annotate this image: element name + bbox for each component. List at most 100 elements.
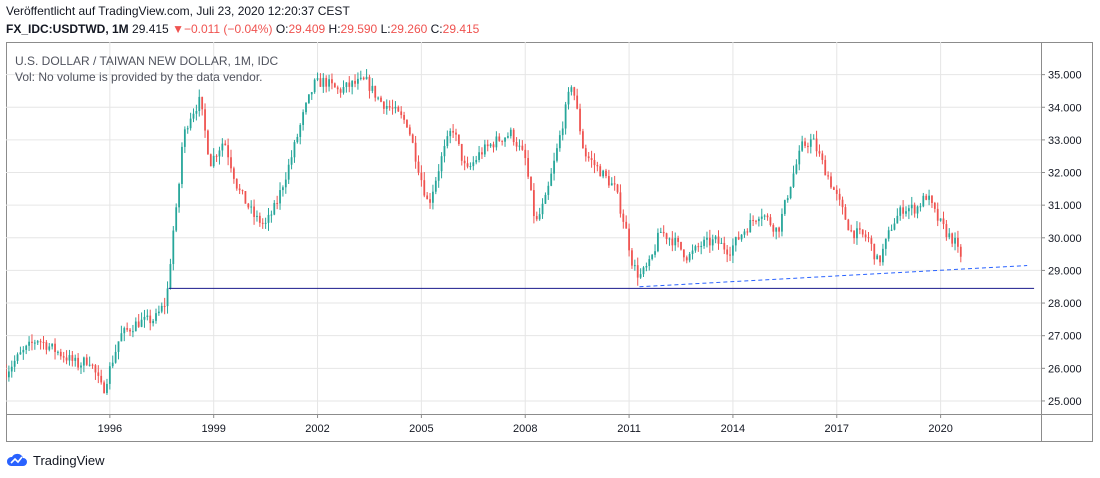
candle[interactable] [746,228,749,236]
candle[interactable] [149,309,152,331]
candle[interactable] [339,87,342,98]
candle[interactable] [380,95,382,103]
candle[interactable] [54,338,56,360]
candle[interactable] [602,169,605,179]
candle[interactable] [905,206,907,217]
candle[interactable] [466,156,469,169]
candle[interactable] [844,204,847,220]
candle[interactable] [302,109,305,131]
candle[interactable] [734,236,737,252]
candle[interactable] [371,78,374,94]
candle[interactable] [824,155,827,176]
candle[interactable] [625,215,628,229]
candle[interactable] [273,200,276,216]
candle[interactable] [74,354,77,367]
candle[interactable] [737,231,740,241]
candle[interactable] [434,176,437,195]
candle[interactable] [181,142,183,189]
candle[interactable] [244,190,247,204]
candle[interactable] [155,308,157,324]
candle[interactable] [25,344,28,355]
candle[interactable] [835,185,838,201]
candle[interactable] [224,140,227,146]
candle[interactable] [599,163,602,177]
candle[interactable] [556,143,558,163]
candle[interactable] [642,266,645,277]
candle[interactable] [492,141,495,153]
candle[interactable] [685,255,688,264]
candle[interactable] [781,208,783,237]
candle[interactable] [123,326,126,342]
candle[interactable] [250,200,253,214]
candle[interactable] [284,172,287,194]
candle[interactable] [100,369,103,385]
candle[interactable] [807,142,809,154]
trend-line[interactable] [639,265,1028,288]
candle[interactable] [607,169,610,188]
candle[interactable] [708,229,711,253]
candle[interactable] [192,108,195,123]
candle[interactable] [388,100,391,111]
candle[interactable] [201,96,204,116]
candle[interactable] [71,350,74,367]
candle[interactable] [426,192,429,200]
candle[interactable] [400,106,403,119]
candle[interactable] [80,362,82,375]
candle[interactable] [959,244,962,263]
candle[interactable] [714,235,717,244]
candle[interactable] [336,85,339,94]
candle[interactable] [88,356,91,367]
candle[interactable] [313,78,316,94]
candle[interactable] [293,139,296,163]
candle[interactable] [207,129,209,155]
candle[interactable] [22,346,25,360]
candle[interactable] [613,175,616,191]
candle[interactable] [408,124,411,137]
candle[interactable] [10,360,13,378]
candle[interactable] [178,182,180,213]
candle[interactable] [717,230,720,250]
candle[interactable] [97,365,100,384]
candle[interactable] [703,236,705,249]
candle[interactable] [362,76,365,81]
candle[interactable] [13,355,16,372]
candle[interactable] [884,238,887,256]
candle[interactable] [697,242,700,252]
candle[interactable] [65,350,68,365]
candle[interactable] [279,182,281,210]
candle[interactable] [163,297,166,315]
candle[interactable] [815,130,818,157]
candle[interactable] [593,153,596,174]
candle[interactable] [694,244,697,253]
candle[interactable] [209,153,212,167]
candle[interactable] [532,183,535,224]
candle[interactable] [307,94,310,105]
candle[interactable] [322,73,325,93]
candle[interactable] [325,75,328,93]
candle[interactable] [446,130,449,149]
candle[interactable] [432,184,434,210]
candle[interactable] [890,224,893,232]
candle[interactable] [922,192,925,208]
candle[interactable] [437,164,440,188]
candle[interactable] [449,128,452,144]
candle[interactable] [509,127,512,139]
candle[interactable] [117,341,120,360]
candle[interactable] [57,350,59,356]
candle[interactable] [391,99,394,115]
candle[interactable] [235,178,238,191]
candle[interactable] [628,223,630,257]
candle[interactable] [460,143,463,166]
candle[interactable] [729,246,731,262]
candle[interactable] [157,305,160,316]
candle[interactable] [535,211,538,222]
candle[interactable] [850,224,853,233]
candle[interactable] [928,189,930,206]
candle[interactable] [455,128,457,142]
candle[interactable] [247,202,250,210]
candle[interactable] [31,334,33,351]
candle[interactable] [296,133,299,144]
candle[interactable] [838,188,841,206]
candle[interactable] [33,339,36,350]
candle[interactable] [951,232,954,248]
